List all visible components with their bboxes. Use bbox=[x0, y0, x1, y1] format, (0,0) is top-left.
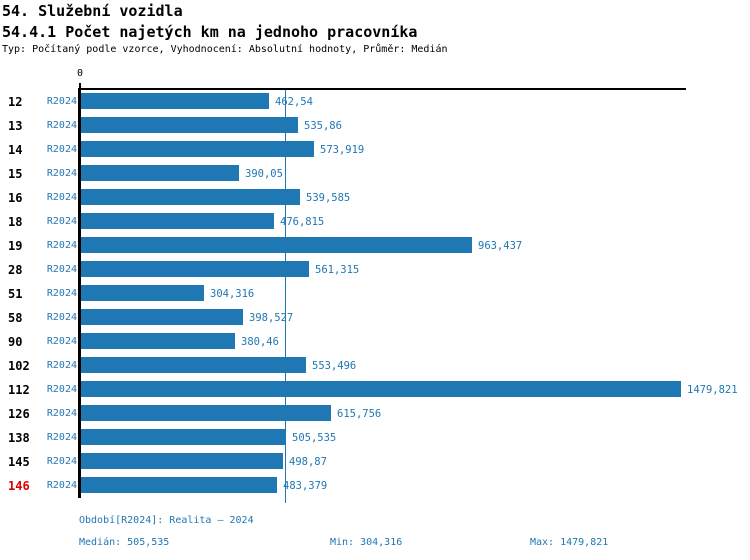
category-label: 18 bbox=[8, 215, 23, 229]
value-bar bbox=[81, 117, 298, 133]
value-label: 963,437 bbox=[478, 240, 523, 252]
value-bar bbox=[81, 141, 314, 157]
bar-row: 112 R2024 1479,821 bbox=[0, 378, 750, 402]
bar-row: 19 R2024 963,437 bbox=[0, 234, 750, 258]
bar-row: 146 R2024 483,379 bbox=[0, 474, 750, 498]
series-label: R2024 bbox=[46, 408, 77, 419]
category-label: 28 bbox=[8, 263, 23, 277]
value-bar bbox=[81, 381, 681, 397]
series-label: R2024 bbox=[46, 288, 77, 299]
bar-row: 16 R2024 539,585 bbox=[0, 186, 750, 210]
series-label: R2024 bbox=[46, 144, 77, 155]
category-label: 51 bbox=[8, 287, 23, 301]
category-label: 12 bbox=[8, 95, 23, 109]
x-axis-tick-mark bbox=[79, 83, 81, 88]
value-label: 462,54 bbox=[275, 96, 313, 108]
value-bar bbox=[81, 165, 239, 181]
bar-row: 15 R2024 390,05 bbox=[0, 162, 750, 186]
value-label: 553,496 bbox=[312, 360, 357, 372]
category-label: 146 bbox=[8, 479, 30, 493]
x-axis-line bbox=[78, 88, 686, 90]
series-label: R2024 bbox=[46, 432, 77, 443]
value-bar bbox=[81, 237, 472, 253]
category-label: 112 bbox=[8, 383, 30, 397]
value-label: 390,05 bbox=[245, 168, 283, 180]
category-label: 102 bbox=[8, 359, 30, 373]
value-label: 380,46 bbox=[241, 336, 279, 348]
bar-row: 13 R2024 535,86 bbox=[0, 114, 750, 138]
footer-min-label: Min: 304,316 bbox=[330, 537, 403, 548]
value-bar bbox=[81, 333, 235, 349]
series-label: R2024 bbox=[46, 360, 77, 371]
value-label: 483,379 bbox=[283, 480, 328, 492]
value-bar bbox=[81, 405, 331, 421]
bar-row: 126 R2024 615,756 bbox=[0, 402, 750, 426]
series-label: R2024 bbox=[46, 336, 77, 347]
chart-subtitle: 54.4.1 Počet najetých km na jednoho prac… bbox=[2, 23, 418, 41]
value-label: 398,527 bbox=[249, 312, 294, 324]
x-axis-zero-tick-label: 0 bbox=[76, 68, 84, 79]
value-bar bbox=[81, 429, 286, 445]
value-bar bbox=[81, 309, 243, 325]
category-label: 90 bbox=[8, 335, 23, 349]
category-label: 15 bbox=[8, 167, 23, 181]
value-label: 498,87 bbox=[289, 456, 327, 468]
category-label: 19 bbox=[8, 239, 23, 253]
bar-row: 12 R2024 462,54 bbox=[0, 90, 750, 114]
bar-row: 58 R2024 398,527 bbox=[0, 306, 750, 330]
value-label: 1479,821 bbox=[687, 384, 738, 396]
value-label: 304,316 bbox=[210, 288, 255, 300]
value-label: 505,535 bbox=[292, 432, 337, 444]
bar-row: 138 R2024 505,535 bbox=[0, 426, 750, 450]
value-bar bbox=[81, 357, 306, 373]
footer-max-label: Max: 1479,821 bbox=[530, 537, 609, 548]
value-label: 561,315 bbox=[315, 264, 360, 276]
series-label: R2024 bbox=[46, 264, 77, 275]
value-bar bbox=[81, 93, 269, 109]
chart-meta-line: Typ: Počítaný podle vzorce, Vyhodnocení:… bbox=[2, 44, 448, 55]
series-label: R2024 bbox=[46, 216, 77, 227]
value-label: 476,815 bbox=[280, 216, 325, 228]
category-label: 13 bbox=[8, 119, 23, 133]
series-label: R2024 bbox=[46, 120, 77, 131]
median-reference-line bbox=[285, 90, 286, 503]
category-label: 126 bbox=[8, 407, 30, 421]
value-bar bbox=[81, 213, 274, 229]
value-bar bbox=[81, 477, 277, 493]
bar-row: 28 R2024 561,315 bbox=[0, 258, 750, 282]
page-title: 54. Služební vozidla bbox=[2, 2, 183, 20]
category-label: 14 bbox=[8, 143, 23, 157]
series-label: R2024 bbox=[46, 456, 77, 467]
bar-row: 18 R2024 476,815 bbox=[0, 210, 750, 234]
bar-row: 14 R2024 573,919 bbox=[0, 138, 750, 162]
y-axis-line bbox=[78, 88, 81, 498]
value-label: 535,86 bbox=[304, 120, 342, 132]
series-label: R2024 bbox=[46, 168, 77, 179]
series-label: R2024 bbox=[46, 192, 77, 203]
series-label: R2024 bbox=[46, 312, 77, 323]
value-label: 573,919 bbox=[320, 144, 365, 156]
bar-row: 90 R2024 380,46 bbox=[0, 330, 750, 354]
bar-row: 145 R2024 498,87 bbox=[0, 450, 750, 474]
series-label: R2024 bbox=[46, 384, 77, 395]
bar-row: 102 R2024 553,496 bbox=[0, 354, 750, 378]
value-bar bbox=[81, 285, 204, 301]
series-label: R2024 bbox=[46, 480, 77, 491]
value-label: 615,756 bbox=[337, 408, 382, 420]
value-bar bbox=[81, 189, 300, 205]
series-label: R2024 bbox=[46, 96, 77, 107]
bar-row: 51 R2024 304,316 bbox=[0, 282, 750, 306]
value-label: 539,585 bbox=[306, 192, 351, 204]
value-bar bbox=[81, 453, 283, 469]
footer-median-label: Medián: 505,535 bbox=[79, 537, 170, 548]
value-bar bbox=[81, 261, 309, 277]
category-label: 16 bbox=[8, 191, 23, 205]
series-label: R2024 bbox=[46, 240, 77, 251]
footer-period-label: Období[R2024]: Realita – 2024 bbox=[79, 515, 254, 526]
category-label: 138 bbox=[8, 431, 30, 445]
category-label: 145 bbox=[8, 455, 30, 469]
category-label: 58 bbox=[8, 311, 23, 325]
